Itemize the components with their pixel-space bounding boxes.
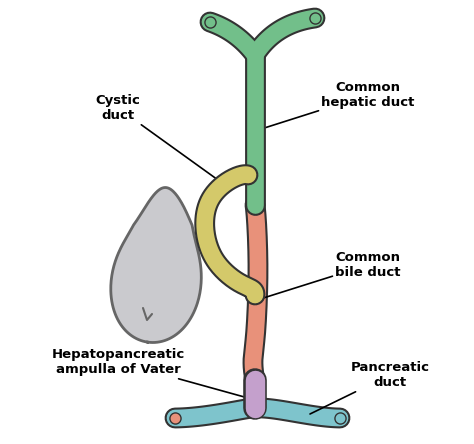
- Text: Hepatopancreatic
ampulla of Vater: Hepatopancreatic ampulla of Vater: [51, 348, 248, 398]
- Polygon shape: [111, 187, 201, 342]
- Text: Cystic
duct: Cystic duct: [96, 94, 225, 185]
- Text: Common
hepatic duct: Common hepatic duct: [258, 81, 415, 130]
- Text: Common
bile duct: Common bile duct: [257, 251, 401, 300]
- Text: Pancreatic
duct: Pancreatic duct: [310, 361, 429, 414]
